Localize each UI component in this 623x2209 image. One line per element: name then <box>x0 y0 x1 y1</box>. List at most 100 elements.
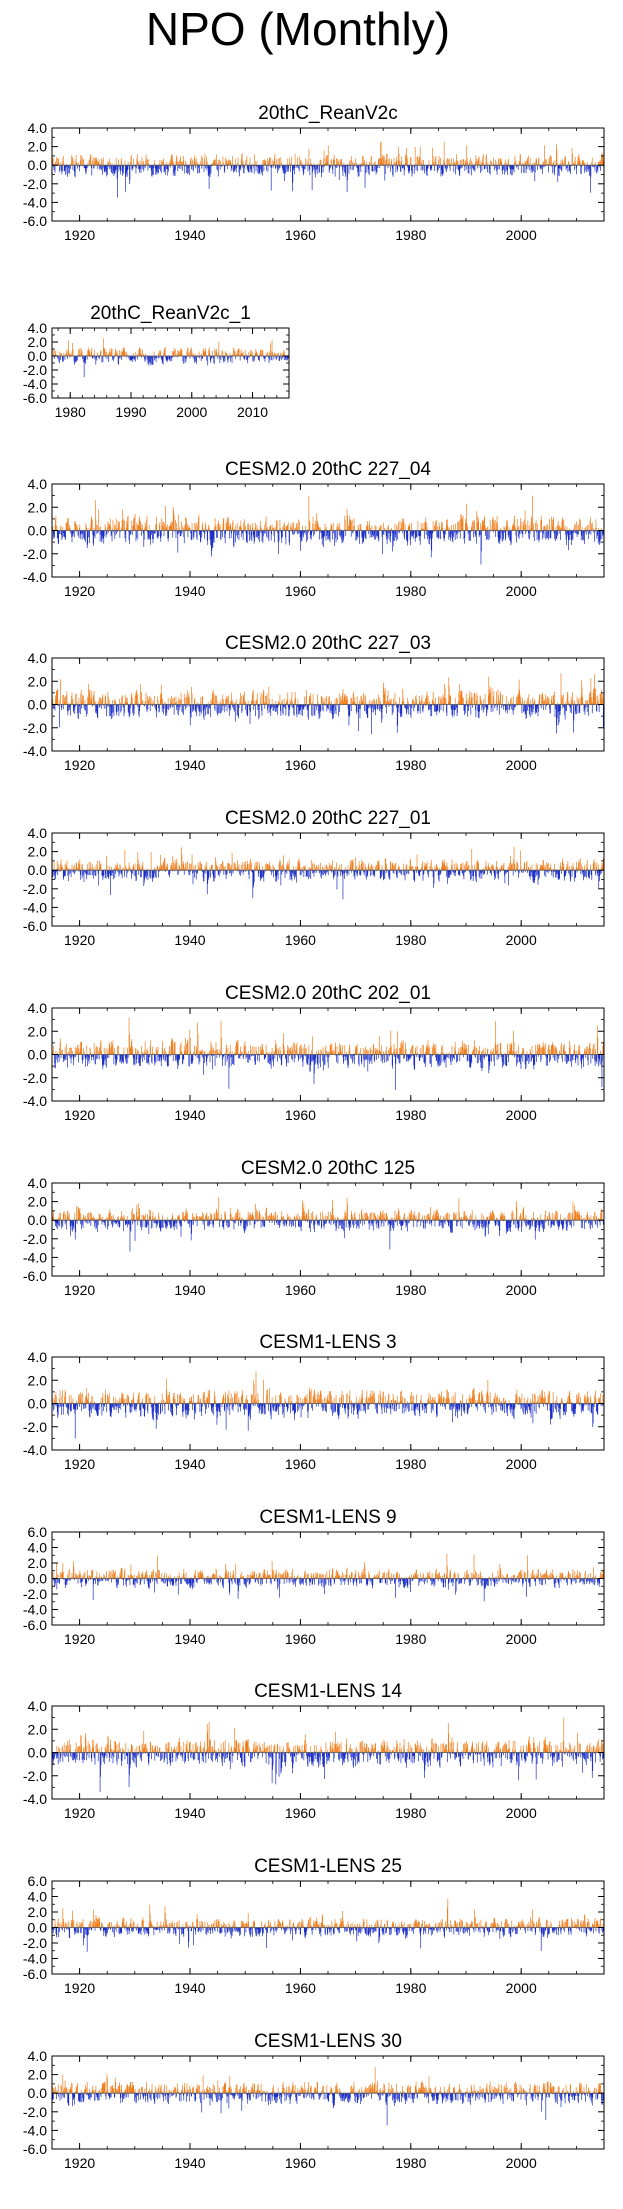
negative-bar <box>304 530 306 533</box>
positive-bar <box>379 697 381 705</box>
negative-bar <box>568 165 570 171</box>
positive-bar <box>87 163 88 166</box>
negative-bar <box>407 165 408 168</box>
positive-bar <box>490 692 491 705</box>
negative-bar <box>103 704 105 706</box>
positive-bar <box>251 694 253 705</box>
negative-bar <box>174 530 175 532</box>
negative-bar <box>234 530 236 533</box>
positive-bar <box>591 161 593 166</box>
positive-bar <box>401 701 403 705</box>
y-tick-label: 0.0 <box>28 523 48 539</box>
negative-bar <box>440 704 442 711</box>
positive-bar <box>255 348 257 356</box>
negative-bar <box>291 870 292 880</box>
positive-bar <box>215 525 217 531</box>
negative-bar <box>537 165 538 170</box>
positive-bar <box>155 868 157 871</box>
negative-bar <box>209 704 211 709</box>
negative-bar <box>200 530 202 533</box>
negative-bar <box>318 704 320 720</box>
negative-bar <box>586 704 588 712</box>
negative-bar <box>119 165 121 170</box>
negative-bar <box>89 356 91 357</box>
positive-bar <box>256 524 258 531</box>
negative-bar <box>113 165 114 172</box>
negative-bar <box>415 530 416 539</box>
negative-bar <box>601 530 603 540</box>
positive-bar <box>67 518 69 531</box>
negative-bar <box>205 870 207 874</box>
positive-bar <box>323 150 325 166</box>
negative-bar <box>512 704 514 711</box>
positive-bar <box>249 157 251 166</box>
negative-bar <box>128 530 129 532</box>
positive-bar <box>198 703 199 705</box>
positive-bar <box>288 864 290 871</box>
negative-bar <box>599 530 601 544</box>
negative-bar <box>135 165 137 174</box>
negative-bar <box>267 704 268 710</box>
positive-bar <box>100 863 102 871</box>
positive-bar <box>153 703 154 705</box>
negative-bar <box>122 704 124 708</box>
negative-bar <box>254 530 255 542</box>
negative-bar <box>508 530 510 536</box>
positive-bar <box>286 699 288 705</box>
negative-bar <box>367 704 369 718</box>
negative-bar <box>64 870 65 876</box>
negative-bar <box>162 356 164 364</box>
negative-bar <box>100 530 102 535</box>
negative-bar <box>484 165 486 169</box>
negative-bar <box>108 165 109 167</box>
positive-bar <box>310 703 312 705</box>
positive-bar <box>470 697 472 705</box>
positive-bar <box>385 160 387 166</box>
positive-bar <box>187 861 188 871</box>
positive-bar <box>216 695 217 705</box>
negative-bar <box>59 165 61 171</box>
negative-bar <box>292 530 294 535</box>
negative-bar <box>322 165 324 168</box>
negative-bar <box>292 870 293 873</box>
positive-bar <box>222 694 223 705</box>
negative-bar <box>177 165 179 168</box>
negative-bar <box>308 530 309 533</box>
positive-bar <box>193 865 195 871</box>
positive-bar <box>311 163 313 166</box>
negative-bar <box>253 870 255 886</box>
positive-bar <box>254 154 255 166</box>
negative-bar <box>385 530 387 533</box>
negative-bar <box>450 530 452 539</box>
positive-bar <box>55 160 57 166</box>
positive-bar <box>516 701 518 705</box>
negative-bar <box>171 704 173 708</box>
positive-bar <box>60 525 62 531</box>
negative-bar <box>108 356 109 363</box>
positive-bar <box>423 528 425 531</box>
negative-bar <box>246 704 248 717</box>
positive-bar <box>101 158 102 166</box>
negative-bar <box>424 530 425 539</box>
negative-bar <box>274 704 276 709</box>
negative-bar <box>151 165 153 177</box>
positive-bar <box>207 354 209 356</box>
positive-bar <box>113 524 115 531</box>
positive-bar <box>246 866 248 871</box>
negative-bar <box>541 530 543 533</box>
negative-bar <box>477 704 479 719</box>
negative-bar <box>149 165 151 168</box>
y-tick-label: -6.0 <box>23 213 47 229</box>
negative-bar <box>430 165 432 170</box>
positive-bar <box>161 864 163 871</box>
positive-bar <box>182 354 183 356</box>
positive-bar <box>291 156 292 166</box>
negative-bar <box>382 704 383 709</box>
negative-bar <box>169 870 171 874</box>
positive-bar <box>227 516 228 531</box>
positive-bar <box>74 521 76 531</box>
negative-bar <box>154 704 156 708</box>
negative-bar <box>176 704 177 711</box>
negative-bar <box>285 356 287 361</box>
positive-bar <box>88 347 90 356</box>
